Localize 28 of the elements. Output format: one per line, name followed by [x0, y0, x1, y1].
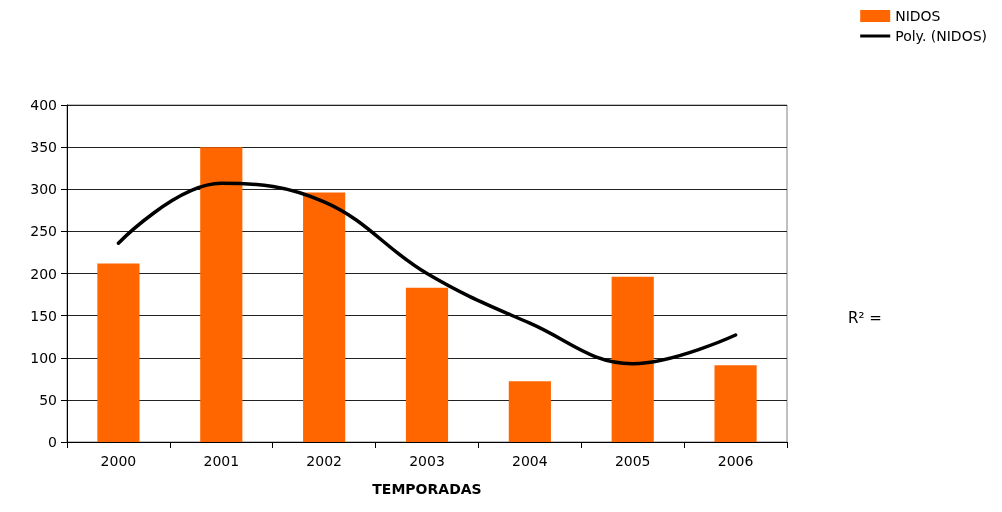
bar: [97, 263, 140, 442]
bar: [611, 276, 654, 442]
x-tick-label: 2000: [100, 453, 137, 469]
y-tick-label: 0: [48, 434, 57, 450]
x-tick-label: 2003: [409, 453, 445, 469]
y-tick-label: 200: [30, 265, 57, 282]
line-series: [116, 181, 738, 366]
bar: [200, 147, 243, 442]
y-tick-label: 300: [30, 181, 57, 198]
bar: [303, 192, 346, 442]
y-tick-label: 250: [30, 223, 57, 240]
y-tick-label: 400: [30, 97, 57, 113]
text: R² =: [848, 308, 882, 327]
x-tick-label: 2004: [512, 453, 548, 469]
bar: [714, 365, 757, 442]
y-tick-label: 350: [30, 139, 57, 156]
x-tick-label: 2001: [203, 453, 240, 469]
bar: [405, 287, 449, 442]
x-axis-title: TEMPORADAS: [372, 481, 482, 497]
y-tick-label: 50: [39, 391, 57, 408]
y-tick-label: 100: [30, 349, 57, 366]
legend-label: Poly. (NIDOS): [895, 28, 988, 44]
bar: [508, 381, 551, 442]
x-tick-label: 2005: [614, 453, 651, 469]
x-tick-label: 2006: [717, 453, 754, 469]
y-tick-label: 150: [30, 307, 57, 324]
legend-label: NIDOS: [895, 8, 941, 24]
x-tick-label: 2002: [306, 453, 342, 469]
